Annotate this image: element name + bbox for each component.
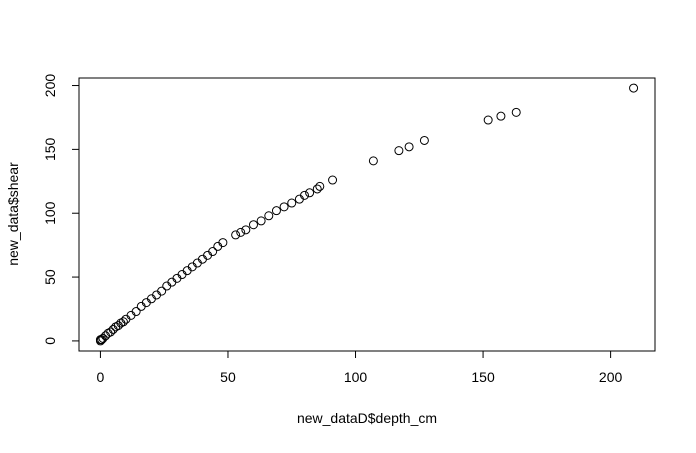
point <box>118 317 128 327</box>
point <box>496 111 506 121</box>
plot-box <box>78 77 656 352</box>
x-tick-label: 0 <box>97 369 105 385</box>
y-tick-label: 0 <box>42 337 58 345</box>
point <box>106 327 116 337</box>
point <box>256 216 266 226</box>
point <box>241 225 251 235</box>
point <box>300 190 310 200</box>
point <box>315 181 325 191</box>
point <box>236 227 246 237</box>
point <box>629 83 639 93</box>
point <box>208 247 218 257</box>
y-axis-title: new_data$shear <box>5 162 21 266</box>
point <box>404 142 414 152</box>
point <box>279 202 289 212</box>
y-tick-label: 200 <box>42 74 58 98</box>
y-tick-label: 100 <box>42 201 58 225</box>
point <box>218 238 228 248</box>
point <box>328 175 338 185</box>
point <box>248 220 258 230</box>
point <box>231 230 241 240</box>
point <box>131 307 141 317</box>
x-axis-title: new_dataD$depth_cm <box>297 410 437 426</box>
point <box>419 135 429 145</box>
x-tick-label: 100 <box>344 369 368 385</box>
point <box>98 333 108 343</box>
y-tick-label: 50 <box>42 269 58 285</box>
point <box>271 206 281 216</box>
point <box>368 156 378 166</box>
point <box>312 184 322 194</box>
point <box>511 107 521 117</box>
point <box>483 115 493 125</box>
x-tick-label: 200 <box>599 369 623 385</box>
point <box>305 188 315 198</box>
x-tick-label: 150 <box>471 369 495 385</box>
point <box>394 146 404 156</box>
point <box>264 211 274 221</box>
y-tick-label: 150 <box>42 137 58 161</box>
point <box>287 198 297 208</box>
point <box>157 286 167 296</box>
x-tick-label: 50 <box>220 369 236 385</box>
